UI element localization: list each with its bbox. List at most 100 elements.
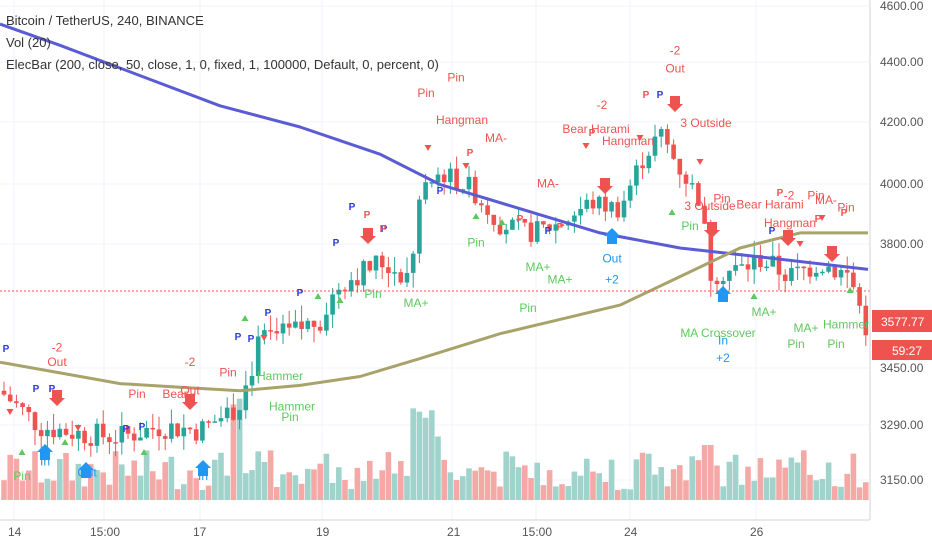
volume-bar [509, 456, 516, 500]
volume-bar [94, 470, 100, 500]
volume-bar [44, 478, 51, 500]
buy-arrow-icon [37, 444, 53, 460]
volume-bar [633, 459, 640, 500]
volume-bar [429, 410, 435, 500]
signal-label: Hangman [764, 216, 816, 230]
signal-label: Hammer [823, 317, 869, 331]
volume-bar [491, 471, 497, 500]
volume-bar [81, 486, 88, 500]
pattern-p-marker-red: P [467, 148, 474, 159]
candle-body [429, 182, 435, 184]
volume-bar [75, 463, 82, 500]
signal-label: Pin [219, 365, 236, 379]
time-tick: 15:00 [522, 525, 552, 539]
volume-bar [199, 489, 206, 500]
elecbar-indicator-title[interactable]: ElecBar (200, close, 50, close, 1, 0, fi… [6, 57, 439, 72]
candle-body [386, 267, 391, 274]
volume-bars [1, 398, 869, 500]
candle-body [547, 224, 552, 231]
candle-body [559, 224, 565, 226]
bear-triangle-icon [462, 163, 470, 169]
volume-bar [404, 475, 410, 500]
volume-bar [751, 480, 757, 500]
candle-body [584, 199, 590, 209]
volume-bar [187, 470, 193, 500]
volume-bar [354, 467, 361, 500]
volume-bar [850, 453, 857, 500]
volume-bar [813, 480, 819, 500]
pattern-p-marker: P [139, 422, 146, 433]
bear-triangle-icon [424, 145, 432, 151]
pattern-p-marker: P [545, 226, 552, 237]
volume-bar [342, 479, 348, 500]
bull-triangle-icon [750, 293, 758, 299]
volume-bar [714, 465, 720, 500]
volume-bar [621, 488, 627, 500]
candle-body [516, 218, 521, 221]
candle-body [652, 136, 658, 156]
signal-label: -2 [52, 341, 63, 355]
volume-bar [590, 471, 596, 500]
volume-bar [243, 473, 249, 500]
candle-body [590, 199, 596, 209]
volume-bar [720, 486, 726, 500]
time-tick-labels: 14 15:00 17 19 21 15:00 24 26 [8, 525, 764, 539]
candle-body [144, 427, 149, 438]
volume-bar [336, 467, 342, 500]
volume-bar [801, 450, 807, 500]
volume-bar [664, 486, 671, 500]
symbol-title[interactable]: Bitcoin / TetherUS, 240, BINANCE [6, 13, 204, 28]
candle-body [299, 321, 304, 329]
candle-body [603, 196, 608, 212]
volume-indicator-title[interactable]: Vol (20) [6, 35, 51, 50]
price-scale[interactable] [870, 0, 932, 520]
candle-body [789, 268, 794, 281]
candle-body [671, 144, 676, 159]
price-tick: 3290.00 [880, 418, 924, 432]
candle-body [206, 421, 211, 423]
signal-label: Pin [364, 287, 381, 301]
signal-label: Pin [519, 301, 536, 315]
signal-label: MA Crossover [680, 326, 755, 340]
candle-body [212, 421, 218, 423]
signal-label: Bear Harami [736, 198, 803, 212]
candle-body [88, 443, 94, 446]
signal-label: Pin [827, 337, 844, 351]
bear-triangle-icon [636, 135, 644, 141]
signal-label: -2 [597, 98, 608, 112]
volume-bar [794, 462, 801, 500]
time-tick: 26 [750, 525, 764, 539]
pattern-p-marker: P [123, 424, 130, 435]
volume-bar [69, 480, 75, 500]
volume-bar [497, 486, 503, 500]
volume-bar [447, 472, 454, 500]
time-scale[interactable] [0, 520, 932, 550]
signal-label: Pin [447, 71, 464, 85]
volume-bar [683, 480, 689, 500]
candle-body [572, 215, 577, 222]
candle-body [578, 208, 583, 216]
volume-bar [125, 475, 131, 500]
candle-body [522, 218, 528, 223]
bull-triangle-icon [846, 287, 854, 293]
signal-label: Hangman [436, 113, 488, 127]
volume-bar [280, 474, 286, 500]
price-tick: 4600.00 [880, 0, 924, 13]
volume-bar [646, 453, 652, 500]
volume-bar [317, 463, 323, 500]
volume-bar [825, 462, 832, 500]
volume-bar [50, 480, 57, 500]
time-tick: 21 [447, 525, 461, 539]
signal-label: Out [180, 383, 200, 397]
candle-body [851, 272, 856, 288]
volume-bar [627, 489, 633, 500]
time-tick: 14 [8, 525, 22, 539]
candle-body [665, 129, 670, 145]
volume-bar [695, 460, 702, 500]
volume-bar [726, 461, 733, 500]
volume-bar [305, 468, 311, 500]
volume-bar [156, 479, 162, 500]
volume-bar [441, 459, 447, 500]
